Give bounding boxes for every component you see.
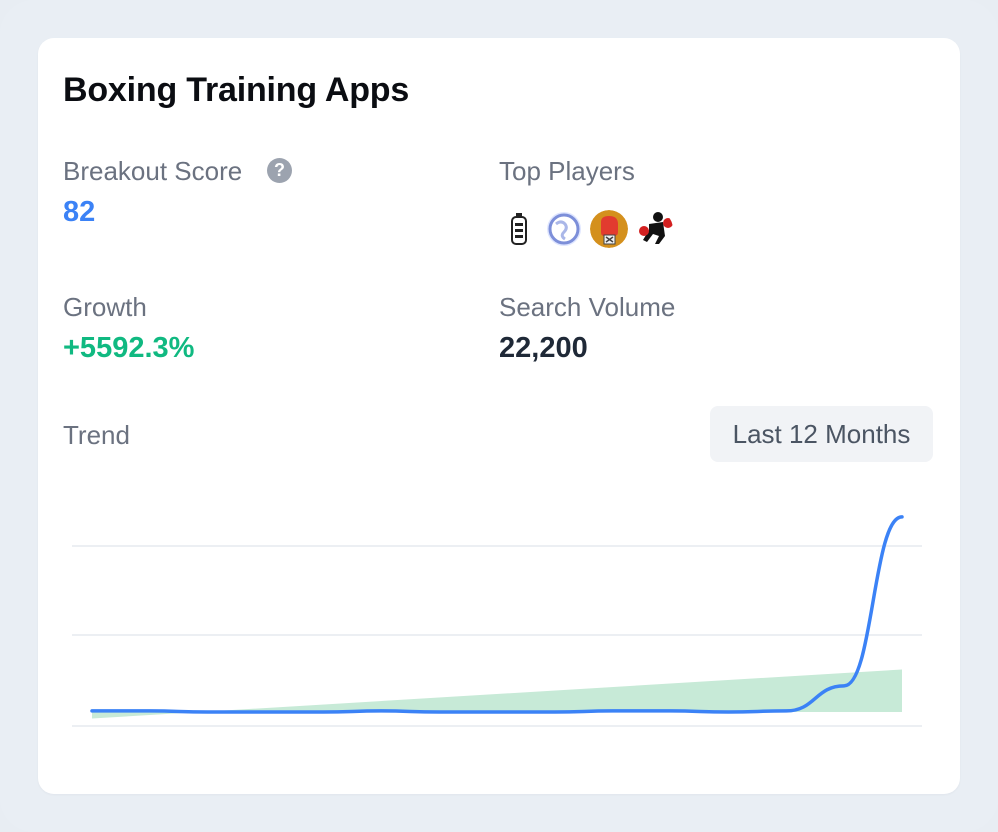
trend-card: Boxing Training Apps Breakout Score ? 82… (38, 38, 960, 794)
trend-line (90, 515, 904, 714)
trend-chart (72, 515, 922, 727)
trend-area (92, 669, 902, 719)
boxing-glove-icon[interactable] (590, 210, 628, 248)
card-title: Boxing Training Apps (63, 71, 410, 109)
range-selector-button[interactable]: Last 12 Months (710, 406, 933, 462)
help-icon[interactable]: ? (267, 158, 292, 183)
top-players-list (500, 208, 680, 250)
search-volume-value: 22,200 (499, 332, 588, 364)
trend-label: Trend (63, 420, 130, 450)
growth-label: Growth (63, 292, 147, 322)
growth-value: +5592.3% (63, 332, 195, 364)
boxer-icon[interactable] (635, 210, 673, 248)
top-players-label: Top Players (499, 156, 635, 186)
breakout-score-label: Breakout Score (63, 156, 243, 186)
search-volume-label: Search Volume (499, 292, 676, 322)
punching-bag-icon[interactable] (500, 210, 538, 248)
globe-icon[interactable] (545, 210, 583, 248)
breakout-score-value: 82 (63, 196, 96, 228)
